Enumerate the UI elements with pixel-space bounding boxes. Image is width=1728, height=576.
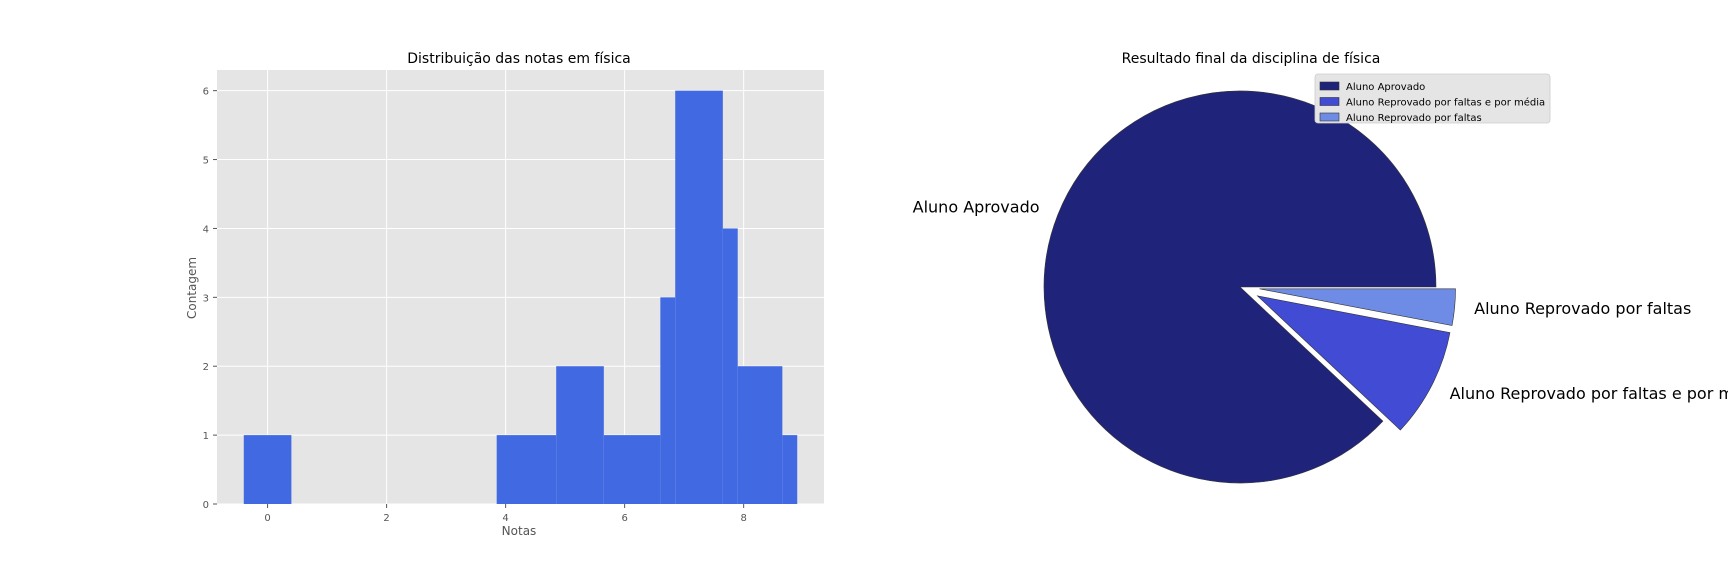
x-tick-label: 0 [264,513,270,524]
histogram-bar [737,366,783,504]
x-tick-label: 8 [740,513,746,524]
pie-labels: Aluno Aprovado Aluno Reprovado por faltas… [913,198,1728,403]
pie-title: Resultado final da disciplina de física [1122,51,1381,67]
histogram-chart: 0 2 4 6 8 0 1 2 3 4 5 6 Distribuição das notas em f… [185,51,824,538]
histogram-ticks: 0 2 4 6 8 0 1 2 3 4 5 6 [203,87,747,524]
pie-slice [1259,288,1456,326]
pie-slice [1256,295,1451,431]
legend-label: Aluno Reprovado por faltas [1346,113,1482,124]
histogram-bar [243,435,292,504]
y-tick-label: 4 [203,224,209,235]
histogram-bar [603,435,661,504]
histogram-bar [556,366,604,504]
y-tick-label: 0 [203,500,209,511]
legend-label: Aluno Reprovado por faltas e por média [1346,97,1545,109]
legend-swatch [1319,97,1340,106]
x-tick-label: 6 [621,513,627,524]
y-tick-label: 2 [203,362,209,373]
x-tick-label: 4 [502,513,508,524]
histogram-y-axis-label: Contagem [185,257,199,319]
histogram-title: Distribuição das notas em física [407,51,630,67]
y-tick-label: 5 [203,156,209,167]
histogram-bar [782,435,798,504]
histogram-bar [675,90,723,505]
pie-slice-label: Aluno Reprovado por faltas [1474,299,1691,318]
pie-slice [1043,90,1437,484]
x-tick-label: 2 [383,513,389,524]
pie-chart: Aluno Aprovado Aluno Reprovado por faltas… [913,51,1728,484]
histogram-bar [496,435,557,504]
pie-slice-label: Aluno Aprovado [913,198,1040,217]
legend-box [1314,73,1551,124]
pie-slice-label: Aluno Reprovado por faltas e por média [1450,384,1728,403]
legend-label: Aluno Aprovado [1346,82,1425,93]
histogram-bar [722,228,738,504]
pie-slices [1043,90,1456,484]
histogram-x-axis-label: Notas [502,524,537,538]
histogram-bar [660,297,676,504]
y-tick-label: 3 [203,293,209,304]
legend-swatch [1319,112,1340,122]
y-tick-label: 1 [203,431,209,442]
histogram-bars [243,90,798,505]
legend-swatch [1319,81,1340,91]
y-tick-label: 6 [203,87,209,98]
pie-legend: Aluno Aprovado Aluno Reprovado por faltas… [1314,73,1551,124]
